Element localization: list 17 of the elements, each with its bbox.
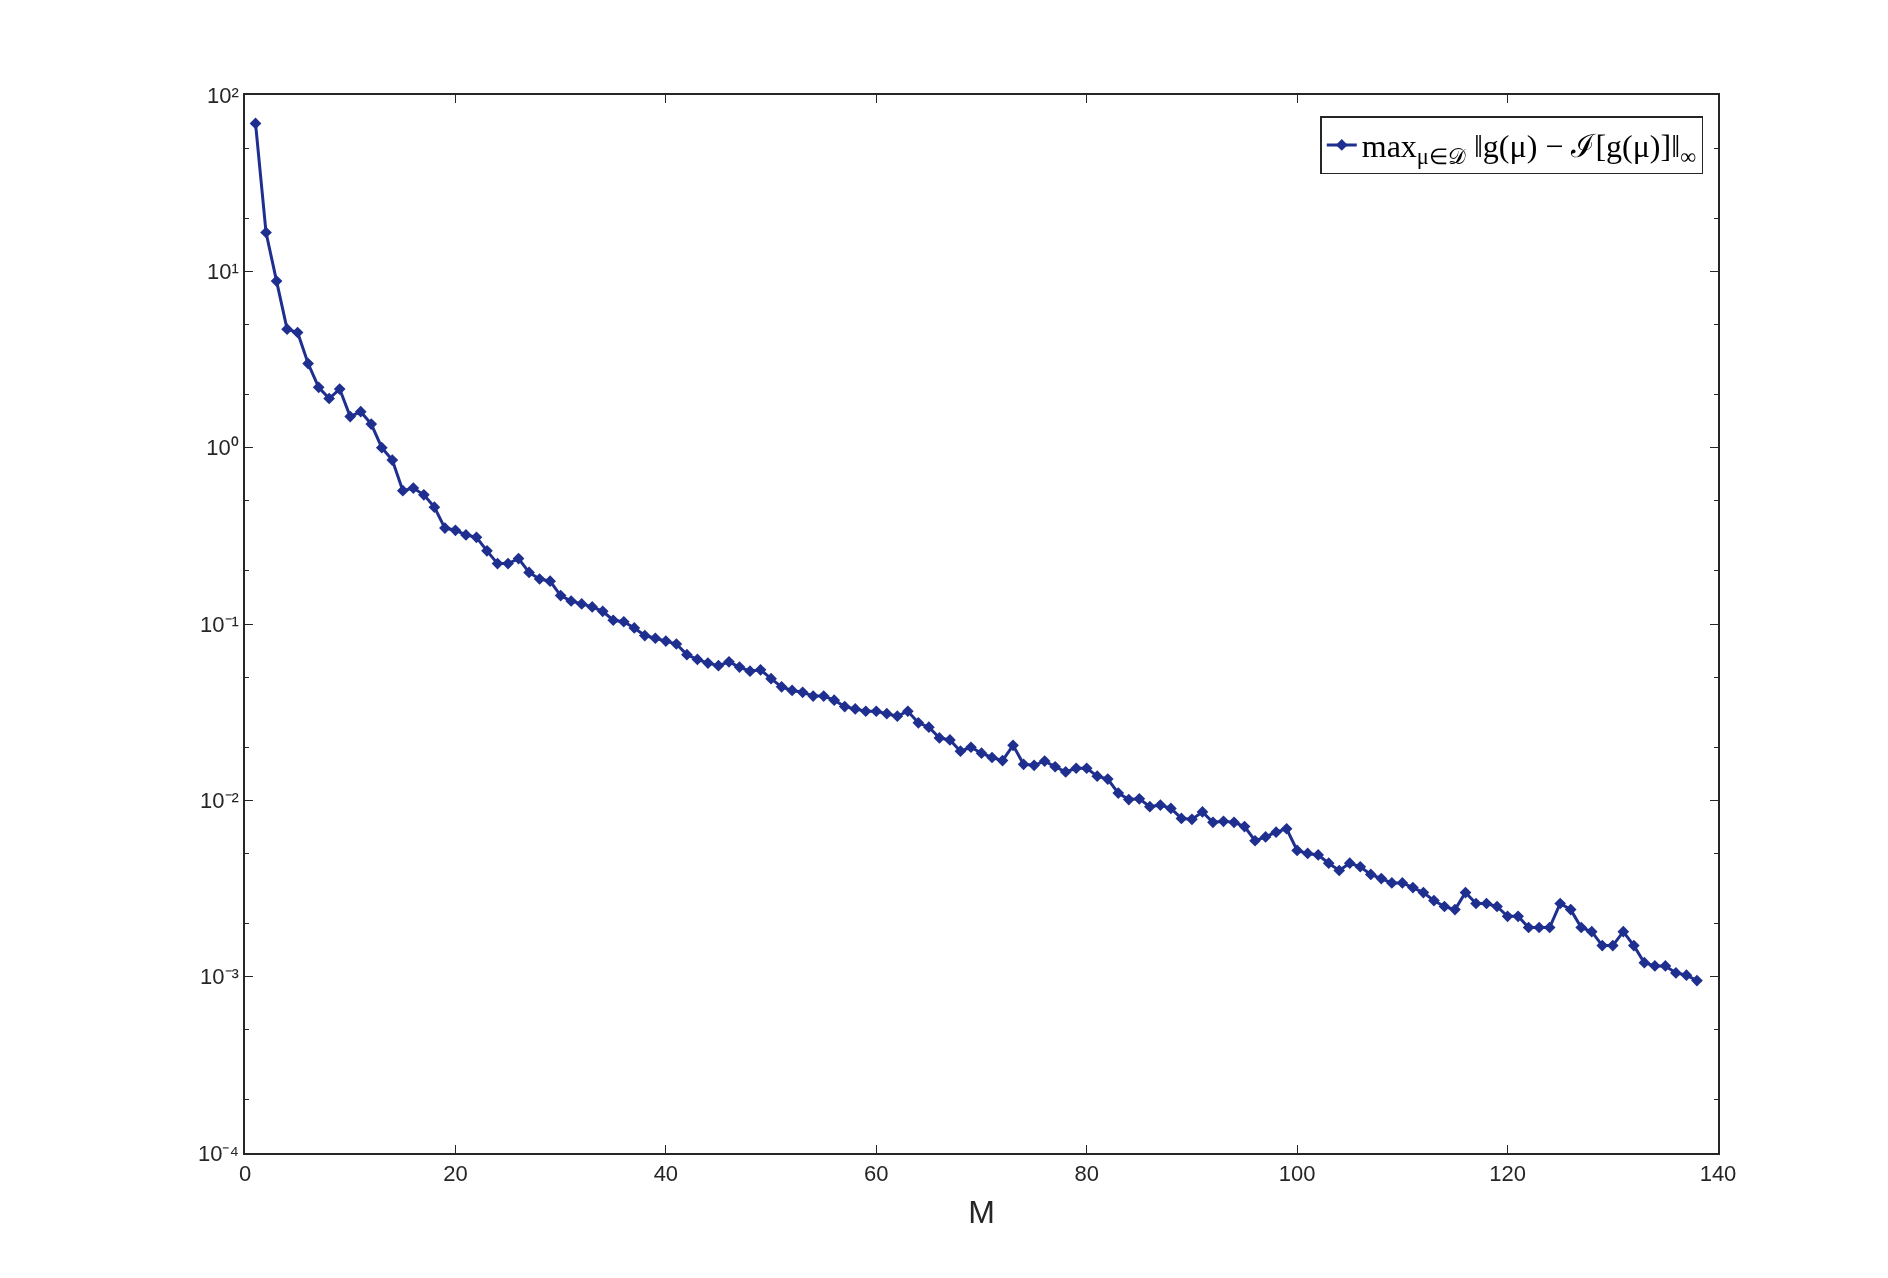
x-tick-label: 40 [653,1161,679,1187]
y-tick-label: 10⁻³ [200,964,239,990]
y-tick-label: 10¹ [207,259,239,285]
x-axis-title: M [968,1193,995,1230]
y-tick-label: 10⁻² [200,788,239,814]
legend-label: max$_{μ∈𝒟}$ ‖g(μ) − ℐ[g(μ)]‖$_{∞}$ [1361,128,1697,170]
x-tick-label: 120 [1489,1161,1526,1187]
x-tick-label: 100 [1278,1161,1316,1187]
x-tick-label: 0 [238,1161,252,1187]
y-tick-label: 10⁰ [206,435,239,461]
x-tick-label: 140 [1699,1161,1737,1187]
x-tick-label: 80 [1074,1161,1099,1187]
y-tick-label: 10⁻⁴ [197,1140,239,1166]
x-tick-label: 20 [443,1161,468,1187]
y-tick-label: 10² [207,82,239,108]
y-tick-label: 10⁻¹ [200,611,239,637]
x-tick-label: 60 [864,1161,889,1187]
